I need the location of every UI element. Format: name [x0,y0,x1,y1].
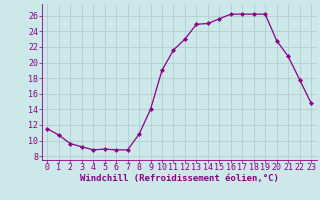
X-axis label: Windchill (Refroidissement éolien,°C): Windchill (Refroidissement éolien,°C) [80,174,279,183]
